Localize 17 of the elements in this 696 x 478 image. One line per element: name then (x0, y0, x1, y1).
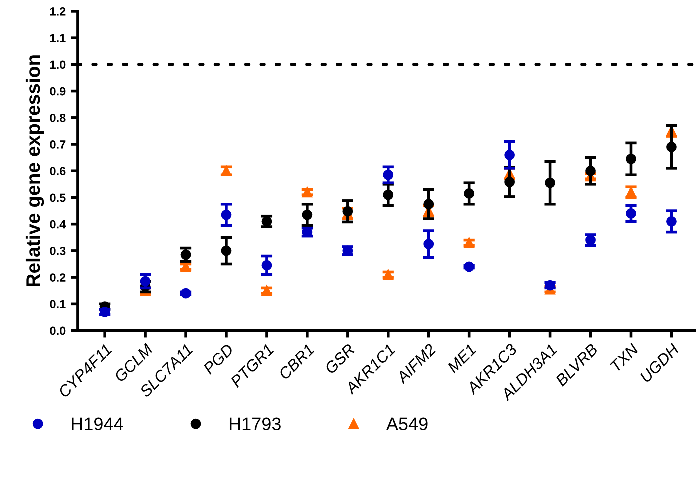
y-tick-label: 0.2 (50, 274, 66, 282)
y-tick-label: 1.2 (50, 8, 66, 16)
y-tick-label: 0.5 (50, 194, 66, 202)
y-tick-label: 1.0 (50, 60, 66, 70)
y-tick-label: 0.0 (50, 326, 66, 336)
y-tick-label: 0.1 (50, 300, 66, 309)
y-tick-label: 0.7 (50, 140, 66, 149)
legend-label: H1793 (230, 418, 281, 431)
legend-label: H1944 (72, 418, 124, 431)
y-tick-label: 0.6 (50, 167, 66, 176)
y-tick-label: 0.4 (50, 220, 66, 229)
y-tick-label: 0.9 (50, 87, 66, 96)
legend-label: A549 (386, 418, 428, 431)
y-tick-label: 1.1 (50, 34, 66, 42)
y-tick-label: 0.3 (50, 246, 66, 256)
y-axis-title: Relative gene expression (26, 56, 44, 287)
y-tick-label: 0.8 (50, 114, 66, 122)
